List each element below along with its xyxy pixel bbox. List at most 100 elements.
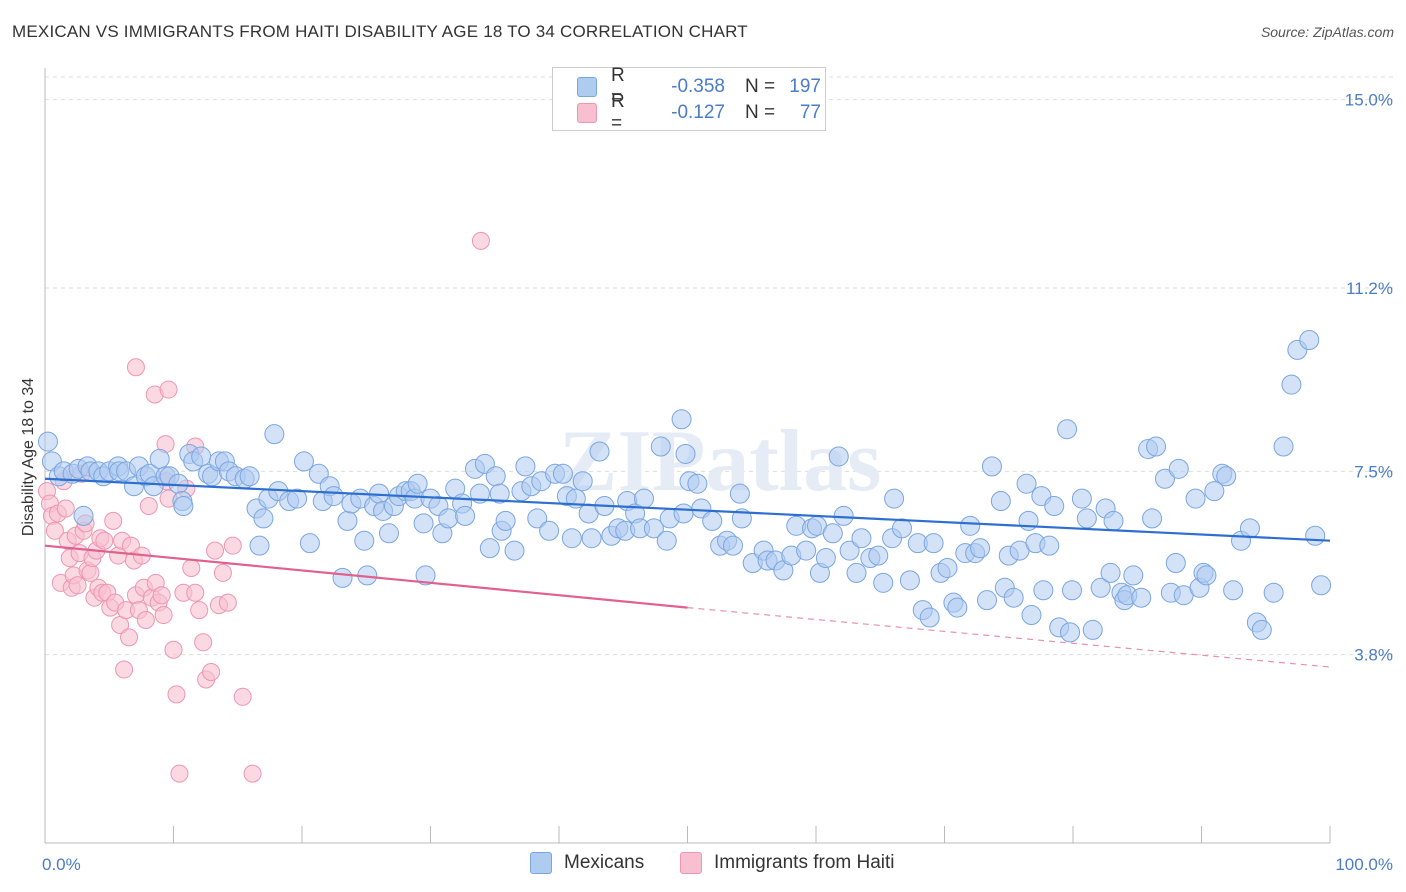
series-legend: Mexicans Immigrants from Haiti — [0, 852, 1406, 878]
r-value: -0.358 — [671, 76, 725, 97]
mexican-point — [643, 518, 664, 539]
haiti-point — [164, 640, 183, 659]
haiti-point — [182, 558, 201, 577]
mexican-point — [981, 456, 1002, 477]
mexican-point — [552, 463, 573, 484]
mexican-point — [675, 443, 696, 464]
mexican-point — [455, 505, 476, 526]
mexican-point — [884, 488, 905, 509]
mexican-point — [1311, 575, 1332, 596]
chart-title: MEXICAN VS IMMIGRANTS FROM HAITI DISABIL… — [12, 22, 748, 41]
mexican-point — [702, 510, 723, 531]
mexican-point — [977, 590, 998, 611]
mexican-point — [1239, 518, 1260, 539]
haiti-point — [213, 563, 232, 582]
mexican-point — [1062, 580, 1083, 601]
mexican-point — [947, 597, 968, 618]
haiti-point — [233, 687, 252, 706]
x-tick-label: 100.0% — [1335, 855, 1393, 874]
y-tick-label: 11.2% — [1346, 279, 1393, 298]
mexicans-swatch — [530, 852, 552, 874]
mexican-point — [960, 515, 981, 536]
mexican-points — [37, 329, 1332, 643]
n-label: N = — [745, 102, 776, 123]
mexican-point — [354, 530, 375, 551]
mexican-point — [407, 473, 428, 494]
haiti-point — [126, 358, 145, 377]
r-value: -0.127 — [671, 102, 725, 123]
haiti-point — [243, 764, 262, 783]
haiti-point — [95, 531, 114, 550]
mexican-point — [1263, 582, 1284, 603]
haiti-point — [139, 497, 158, 516]
legend-item-mexicans: Mexicans — [530, 852, 644, 874]
mexican-point — [650, 436, 671, 457]
mexican-point — [729, 483, 750, 504]
mexican-point — [919, 607, 940, 628]
haiti-point — [68, 576, 87, 595]
mexican-point — [1016, 473, 1037, 494]
mexican-point — [1204, 481, 1225, 502]
mexican-point — [1223, 580, 1244, 601]
mexican-point — [299, 533, 320, 554]
mexican-point — [1060, 622, 1081, 643]
mexican-point — [1185, 488, 1206, 509]
mexican-point — [73, 505, 94, 526]
mexican-point — [168, 473, 189, 494]
mexican-point — [293, 451, 314, 472]
mexican-point — [1142, 508, 1163, 529]
x-tick-label: 0.0% — [42, 855, 81, 874]
y-tick-label: 7.5% — [1354, 462, 1393, 481]
mexican-point — [504, 540, 525, 561]
mexicans-swatch — [577, 77, 597, 97]
haiti-point — [190, 601, 209, 620]
mexican-point — [173, 496, 194, 517]
chart-source: Source: ZipAtlas.com — [1260, 24, 1394, 40]
mexican-point — [990, 491, 1011, 512]
mexican-point — [469, 483, 490, 504]
haiti-trend-extension — [687, 607, 1331, 668]
mexican-point — [438, 508, 459, 529]
mexican-point — [149, 448, 170, 469]
mexican-point — [899, 570, 920, 591]
mexican-point — [1168, 458, 1189, 479]
x-tick-labels: 0.0% 100.0% — [42, 855, 1393, 874]
haiti-point — [218, 593, 237, 612]
haiti-point — [81, 563, 100, 582]
n-value: 197 — [789, 76, 821, 97]
mexican-point — [589, 441, 610, 462]
mexican-point — [722, 535, 743, 556]
mexican-point — [1154, 468, 1175, 489]
y-tick-label: 15.0% — [1345, 91, 1393, 110]
mexican-point — [337, 510, 358, 531]
mexican-point — [413, 513, 434, 534]
mexican-point — [1123, 565, 1144, 586]
mexican-point — [1090, 577, 1111, 598]
mexican-point — [581, 528, 602, 549]
mexican-point — [868, 545, 889, 566]
mexican-point — [332, 567, 353, 588]
mexican-point — [1003, 587, 1024, 608]
mexican-point — [479, 538, 500, 559]
legend-row-haiti: R = -0.127 N = 77 — [577, 91, 821, 134]
mexican-point — [264, 424, 285, 445]
mexican-point — [1057, 419, 1078, 440]
mexican-point — [415, 565, 436, 586]
haiti-point — [152, 586, 171, 605]
haiti-point — [170, 764, 189, 783]
mexican-point — [851, 528, 872, 549]
mexicans-trend-line — [44, 477, 1331, 542]
haiti-point — [202, 663, 221, 682]
mexican-point — [828, 446, 849, 467]
haiti-point — [115, 660, 134, 679]
mexican-point — [1100, 562, 1121, 583]
mexican-point — [970, 538, 991, 559]
mexican-point — [673, 503, 694, 524]
mexican-point — [495, 510, 516, 531]
trend-lines — [44, 477, 1331, 668]
haiti-point — [471, 231, 490, 250]
haiti-point — [154, 606, 173, 625]
mexican-point — [489, 483, 510, 504]
mexican-point — [846, 562, 867, 583]
